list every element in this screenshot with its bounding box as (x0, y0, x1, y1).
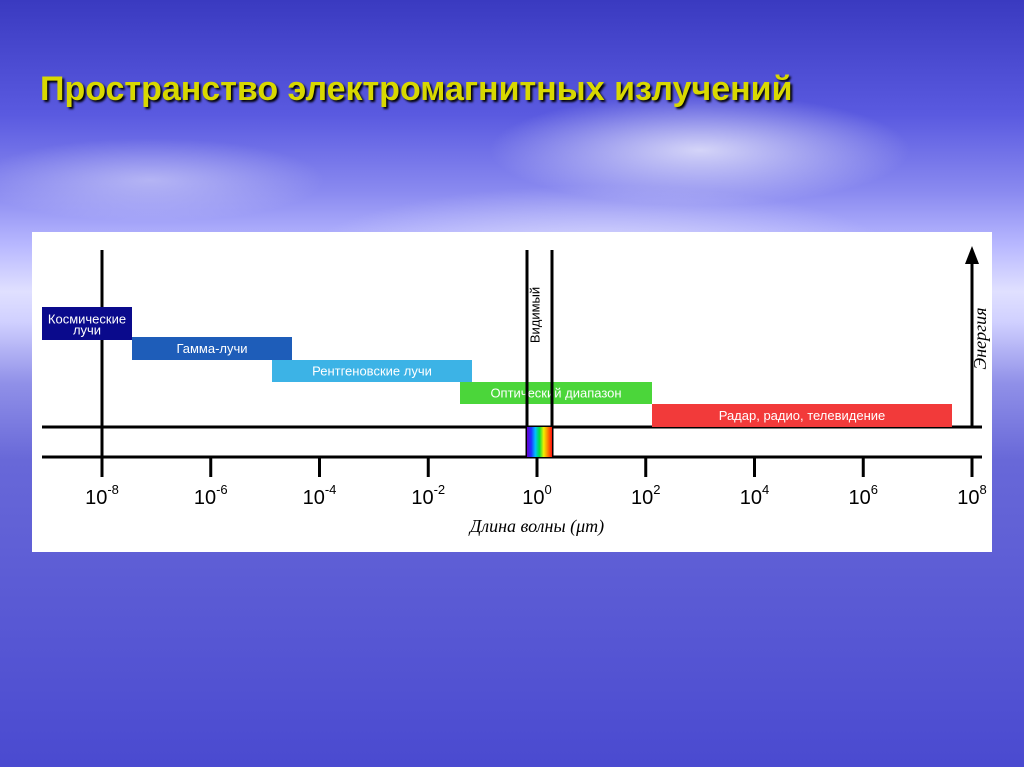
energy-arrowhead-icon (965, 246, 979, 264)
spectrum-chart: 10-8 10-6 10-4 10-2 100 102 104 106 108 Длина вол… (32, 232, 992, 552)
band-label: Оптический диапазон (490, 385, 621, 400)
band-label: Рентгеновские лучи (312, 363, 432, 378)
visible-rainbow (527, 427, 552, 457)
energy-axis-label: Энергия (970, 307, 990, 369)
slide-title: Пространство электромагнитных излучений (40, 70, 984, 109)
axis-tick-label: 108 (957, 482, 986, 509)
axis-tick-label: 104 (740, 482, 769, 509)
axis-tick-label: 100 (522, 482, 551, 509)
axis-tick-label: 106 (849, 482, 878, 509)
axis-tick-label: 10-8 (85, 482, 119, 509)
axis-tick-label: 10-4 (303, 482, 337, 509)
axis-tick-label: 102 (631, 482, 660, 509)
axis-tick-label: 10-2 (411, 482, 445, 509)
axis-title: Длина волны (μm) (468, 516, 604, 537)
band-label: Радар, радио, телевидение (719, 408, 886, 423)
band-label: Гамма-лучи (176, 341, 247, 356)
spectrum-chart-panel: 10-8 10-6 10-4 10-2 100 102 104 106 108 Длина вол… (32, 232, 992, 552)
slide: Пространство электромагнитных излучений … (0, 0, 1024, 767)
visible-label: Видимый (528, 287, 543, 343)
axis-tick-label: 10-6 (194, 482, 228, 509)
band-label: лучи (73, 322, 101, 337)
